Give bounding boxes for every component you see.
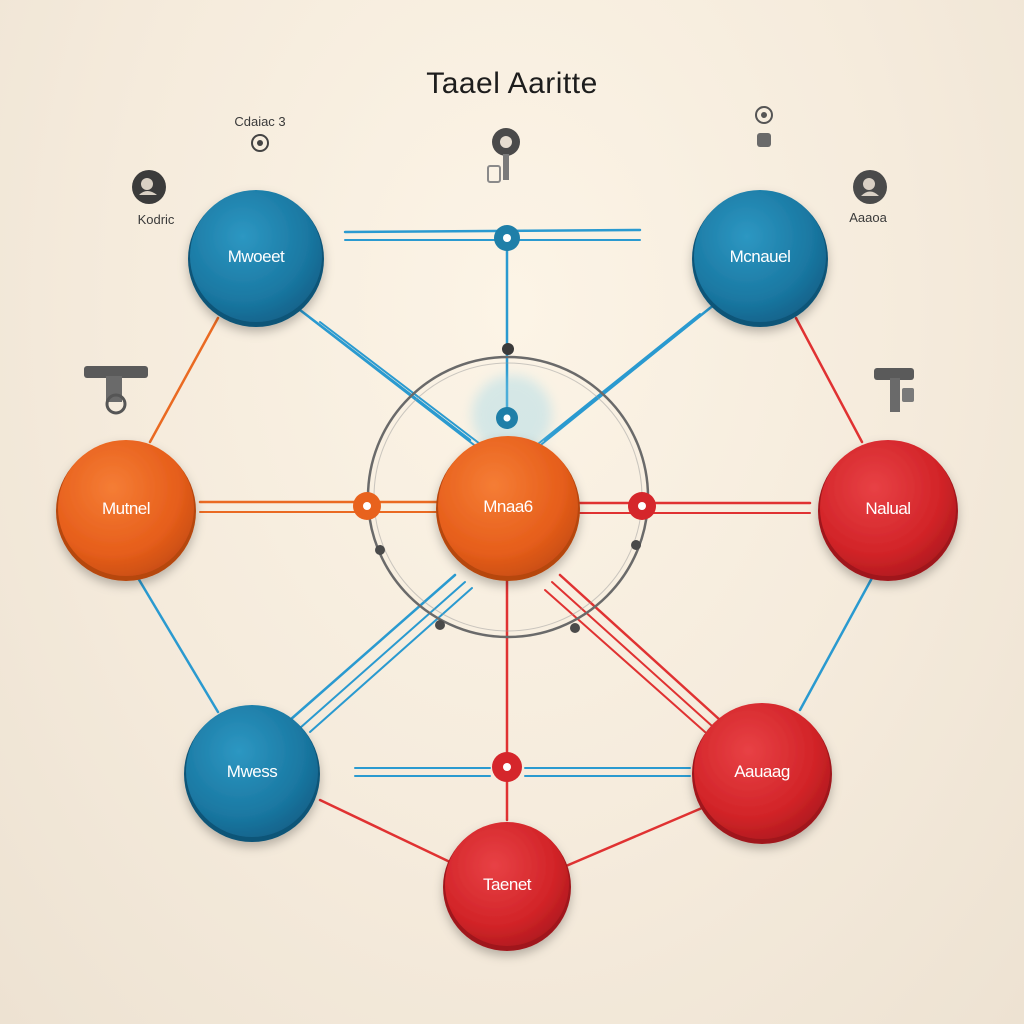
node-circle (445, 822, 569, 946)
connector-line (551, 581, 713, 727)
node-bottom-right[interactable]: Aauaag (692, 703, 832, 844)
ring-bottom-right-dot (570, 623, 580, 633)
top-left-caption-text: Cdaiac 3 (234, 114, 285, 129)
node-mid-left[interactable]: Mutnel (56, 440, 196, 581)
annotations: Cdaiac 3 Kodric Aaaoa (84, 106, 914, 415)
left-caption-text: Kodric (138, 212, 175, 227)
node-circle (58, 440, 194, 576)
right-annotation: Aaaoa (849, 170, 888, 225)
ring-bottom-left-dot (435, 620, 445, 630)
node-label: Nalual (865, 499, 910, 518)
wrench-figure-icon (84, 366, 148, 415)
connector-line (343, 228, 642, 234)
connector-line (536, 307, 711, 449)
ring-right-dot (631, 540, 641, 550)
junction-right (628, 492, 656, 520)
wrench-figure-icon (874, 368, 914, 412)
junction-upper-center (496, 407, 518, 429)
diagram-title: Taael Aaritte (426, 67, 598, 100)
person-pin-icon (251, 134, 269, 152)
node-label: Mutnel (102, 499, 150, 518)
node-mid-right[interactable]: Nalual (818, 440, 958, 581)
node-label: Taenet (483, 875, 532, 894)
junction-bottom (492, 752, 522, 782)
person-avatar-icon (853, 170, 887, 204)
junction-top (494, 225, 520, 251)
node-top-left[interactable]: Mwoeet (188, 190, 324, 327)
node-circle (820, 440, 956, 576)
node-label: Mwoeet (228, 247, 285, 266)
connector-line (527, 313, 701, 453)
connector-line (798, 576, 874, 712)
connector-line (148, 316, 220, 444)
top-left-annotation: Cdaiac 3 (234, 114, 286, 152)
person-pin-icon (487, 128, 520, 183)
connector-line (299, 581, 466, 729)
connector-line (564, 806, 704, 868)
node-bottom[interactable]: Taenet (443, 822, 571, 951)
left-annotation: Kodric (132, 170, 175, 227)
connector-line (288, 573, 457, 722)
connector-line (318, 798, 452, 864)
node-circle (186, 705, 318, 837)
node-center[interactable]: Mnaa6 (436, 436, 580, 581)
junction-left (353, 492, 381, 520)
ring-left-dot (375, 545, 385, 555)
ring-top-dot (502, 343, 514, 355)
node-circle (694, 190, 826, 322)
junction-dots (353, 225, 656, 782)
node-circle (438, 436, 578, 576)
connector-line (309, 587, 473, 733)
connector-line (544, 589, 706, 733)
connector-line (558, 573, 722, 722)
node-circle (190, 190, 322, 322)
node-label: Aauaag (734, 762, 790, 781)
node-bottom-left[interactable]: Mwess (184, 705, 320, 842)
connector-layer (136, 228, 874, 868)
node-circle (694, 703, 830, 839)
person-avatar-icon (132, 170, 166, 204)
node-label: Mcnauel (730, 247, 791, 266)
node-layer: Mwoeet Mcnauel Mutnel Mnaa6 Nalual Mwess Aauaa… (56, 190, 958, 951)
connector-line (136, 576, 220, 714)
connector-line (319, 321, 489, 451)
node-label: Mnaa6 (483, 497, 533, 516)
connector-line (794, 316, 864, 444)
right-caption-text: Aaaoa (849, 210, 887, 225)
node-label: Mwess (227, 762, 277, 781)
person-pin-icon (755, 106, 773, 147)
node-top-right[interactable]: Mcnauel (692, 190, 828, 327)
connector-line (309, 317, 479, 449)
